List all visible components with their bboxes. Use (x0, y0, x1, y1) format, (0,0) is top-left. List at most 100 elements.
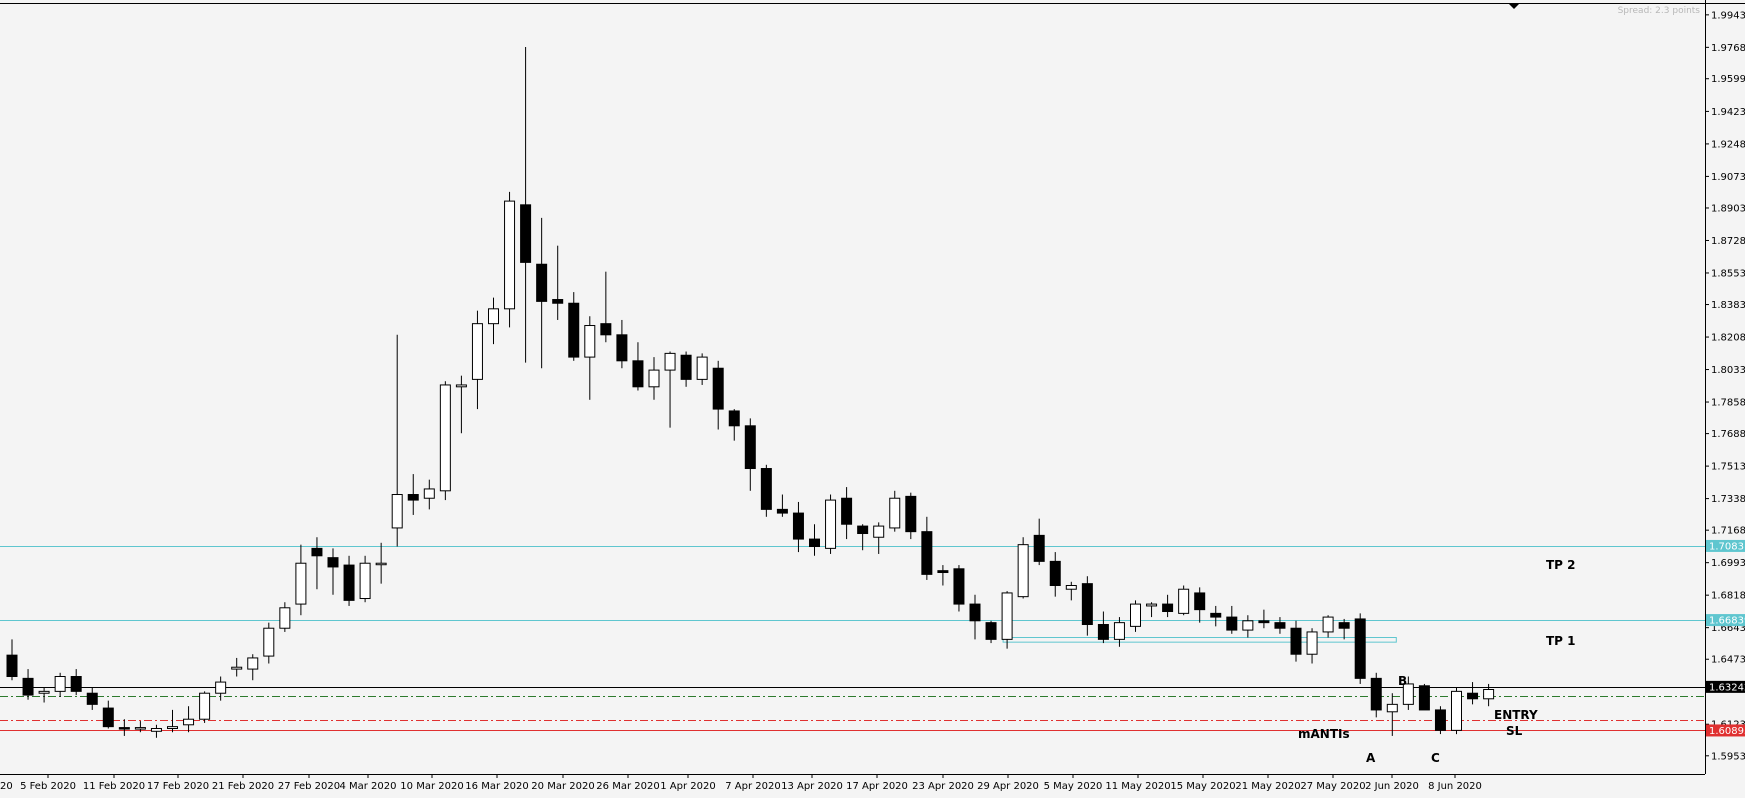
price-tag-sl: 1.60895 (1706, 724, 1745, 737)
candle (712, 360, 724, 430)
price-tick-label: 1.80330 (1711, 365, 1745, 376)
bear-candle-body (1049, 560, 1061, 587)
candle (1386, 693, 1398, 736)
bull-candle-body (375, 562, 387, 566)
bull-candle-body (54, 676, 66, 692)
bear-candle-body (969, 603, 981, 622)
candle (1451, 687, 1462, 735)
candle (1049, 552, 1061, 597)
candle (536, 217, 548, 369)
bear-candle-body (86, 692, 98, 705)
candle (1338, 618, 1350, 640)
point-b-label: B (1398, 674, 1407, 688)
candle (311, 537, 323, 590)
bull-candle-body (1322, 616, 1334, 633)
candle (664, 351, 676, 428)
candle (696, 353, 708, 385)
candle (488, 297, 499, 345)
bull-candle-body (38, 690, 50, 694)
time-tick-label: 11 Feb 2020 (83, 781, 145, 792)
point-a-label: A (1366, 751, 1376, 765)
bull-candle-body (167, 726, 178, 730)
candle (70, 669, 82, 696)
candle (375, 542, 387, 584)
bear-candle-body (1434, 709, 1446, 731)
bear-candle-body (1097, 624, 1109, 640)
price-tick-label: 1.92480 (1711, 139, 1745, 150)
candle (584, 316, 596, 400)
candle (22, 669, 34, 700)
price-tick-label: 1.95990 (1711, 74, 1745, 85)
bull-candle-body (873, 525, 885, 538)
bull-candle-body (455, 384, 467, 388)
bear-candle-body (776, 508, 788, 514)
bear-candle-body (792, 512, 804, 540)
bull-candle-body (295, 562, 307, 605)
candles (6, 46, 1495, 738)
time-tick-label: 16 Mar 2020 (465, 781, 528, 792)
bull-candle-body (423, 488, 435, 499)
time-tick-label: 17 Apr 2020 (846, 781, 908, 792)
bear-candle-body (1290, 627, 1302, 655)
bull-candle-body (1130, 603, 1141, 627)
price-tag-label: 1.60895 (1709, 726, 1745, 737)
candle (1258, 609, 1270, 629)
candle (1483, 683, 1495, 707)
candle (632, 342, 644, 391)
candle (568, 292, 580, 361)
bull-candle-body (150, 728, 162, 732)
candle (873, 522, 885, 554)
candle (1081, 576, 1093, 636)
price-tick-label: 1.97680 (1711, 43, 1745, 54)
price-tick-label: 1.73380 (1711, 494, 1745, 505)
candle (504, 191, 516, 328)
bear-candle-body (937, 570, 949, 574)
price-tick-label: 1.76880 (1711, 429, 1745, 440)
candle (54, 672, 66, 697)
candle (86, 687, 98, 710)
bull-candle-body (488, 308, 499, 325)
bear-candle-body (1210, 612, 1222, 618)
bear-candle-body (760, 468, 772, 510)
bear-candle-body (857, 525, 869, 535)
bear-candle-body (70, 676, 82, 692)
candle (167, 709, 178, 733)
watermark-label: mANTIs (1298, 727, 1350, 741)
candle (343, 555, 355, 606)
price-tick-label: 1.99430 (1711, 10, 1745, 21)
price-tick-label: 1.83830 (1711, 300, 1745, 311)
candle (1306, 628, 1318, 664)
candle (680, 351, 692, 387)
bull-candle-body (1113, 622, 1125, 640)
bear-candle-body (1162, 603, 1174, 613)
candle (439, 381, 451, 501)
bull-candle-body (263, 627, 275, 657)
bear-candle-body (809, 538, 820, 548)
bear-candle-body (841, 497, 853, 525)
time-tick-label: 17 Feb 2020 (147, 781, 209, 792)
price-tick-label: 1.78580 (1711, 398, 1745, 409)
price-tick-label: 1.89030 (1711, 203, 1745, 214)
spread-label: Spread: 2.3 points (1618, 6, 1701, 16)
time-tick-label: 13 Apr 2020 (781, 781, 843, 792)
candle (600, 271, 612, 343)
candle (1001, 591, 1013, 649)
candle (969, 594, 981, 640)
time-tick-label: 5 Feb 2020 (20, 781, 76, 792)
candle (776, 494, 788, 517)
candle (1210, 605, 1222, 627)
price-tick-label: 1.64730 (1711, 655, 1745, 666)
bull-candle-body (1306, 631, 1318, 655)
bull-candle-body (1386, 703, 1398, 713)
chart-shift-marker-icon (1509, 4, 1519, 9)
time-tick-label: 4 Mar 2020 (339, 781, 396, 792)
bull-candle-body (584, 325, 596, 358)
bear-candle-body (600, 323, 612, 336)
candle (552, 245, 564, 320)
candle (471, 310, 483, 410)
bull-candle-body (279, 607, 291, 629)
candle (1354, 613, 1366, 684)
candle (102, 700, 114, 729)
candle (247, 654, 259, 681)
